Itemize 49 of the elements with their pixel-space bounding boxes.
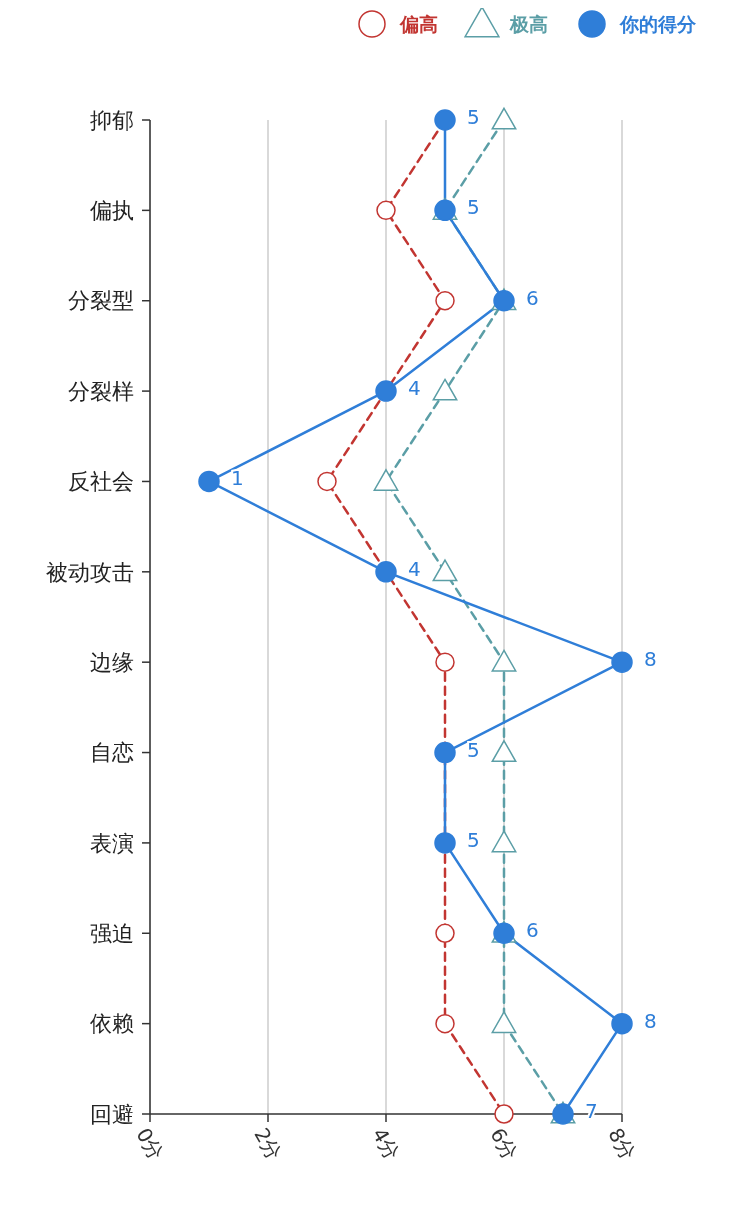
x-tick-label: 8分	[603, 1123, 641, 1165]
x-tick-label: 0分	[131, 1123, 169, 1165]
point	[435, 290, 455, 311]
data-label: 5	[467, 827, 480, 852]
point	[611, 651, 633, 673]
point	[432, 559, 458, 582]
data-label: 8	[644, 647, 657, 672]
y-tick-label: 分裂样	[68, 378, 134, 404]
point	[494, 1104, 514, 1124]
legend-label: 极高	[509, 12, 548, 35]
point	[376, 200, 396, 221]
data-label: 5	[467, 195, 480, 220]
y-tick-label: 自恋	[90, 740, 134, 766]
y-tick-label: 偏执	[90, 198, 134, 224]
point	[373, 469, 399, 491]
data-label: 5	[467, 737, 480, 762]
y-tick-label: 依赖	[90, 1011, 134, 1037]
point	[491, 830, 517, 853]
point	[611, 1012, 633, 1035]
data-label: 4	[408, 376, 421, 401]
point	[198, 470, 220, 493]
y-tick-label: 表演	[90, 830, 134, 856]
y-tick-label: 回避	[90, 1101, 134, 1127]
x-tick-label: 2分	[249, 1123, 287, 1165]
data-label: 8	[644, 1008, 657, 1033]
point	[435, 923, 455, 944]
legend-label: 偏高	[399, 12, 438, 35]
y-tick-label: 边缘	[90, 649, 134, 675]
point	[317, 471, 337, 492]
x-tick-label: 4分	[367, 1123, 405, 1165]
legend-label: 你的得分	[619, 12, 697, 35]
y-tick-label: 抑郁	[90, 107, 134, 133]
data-label: 6	[526, 918, 539, 943]
point	[491, 740, 517, 763]
y-tick-label: 反社会	[68, 469, 134, 495]
point	[491, 649, 517, 672]
data-label: 5	[467, 105, 480, 129]
point	[432, 378, 458, 401]
y-tick-label: 被动攻击	[46, 559, 134, 585]
point	[491, 1011, 517, 1034]
x-tick-label: 6分	[485, 1123, 523, 1165]
point	[435, 1013, 455, 1034]
y-tick-label: 强迫	[90, 920, 134, 946]
y-tick-label: 分裂型	[68, 288, 134, 314]
data-label: 1	[231, 466, 244, 491]
data-label: 4	[408, 556, 421, 581]
data-label: 6	[526, 285, 539, 310]
point	[491, 107, 517, 130]
point	[435, 652, 455, 672]
